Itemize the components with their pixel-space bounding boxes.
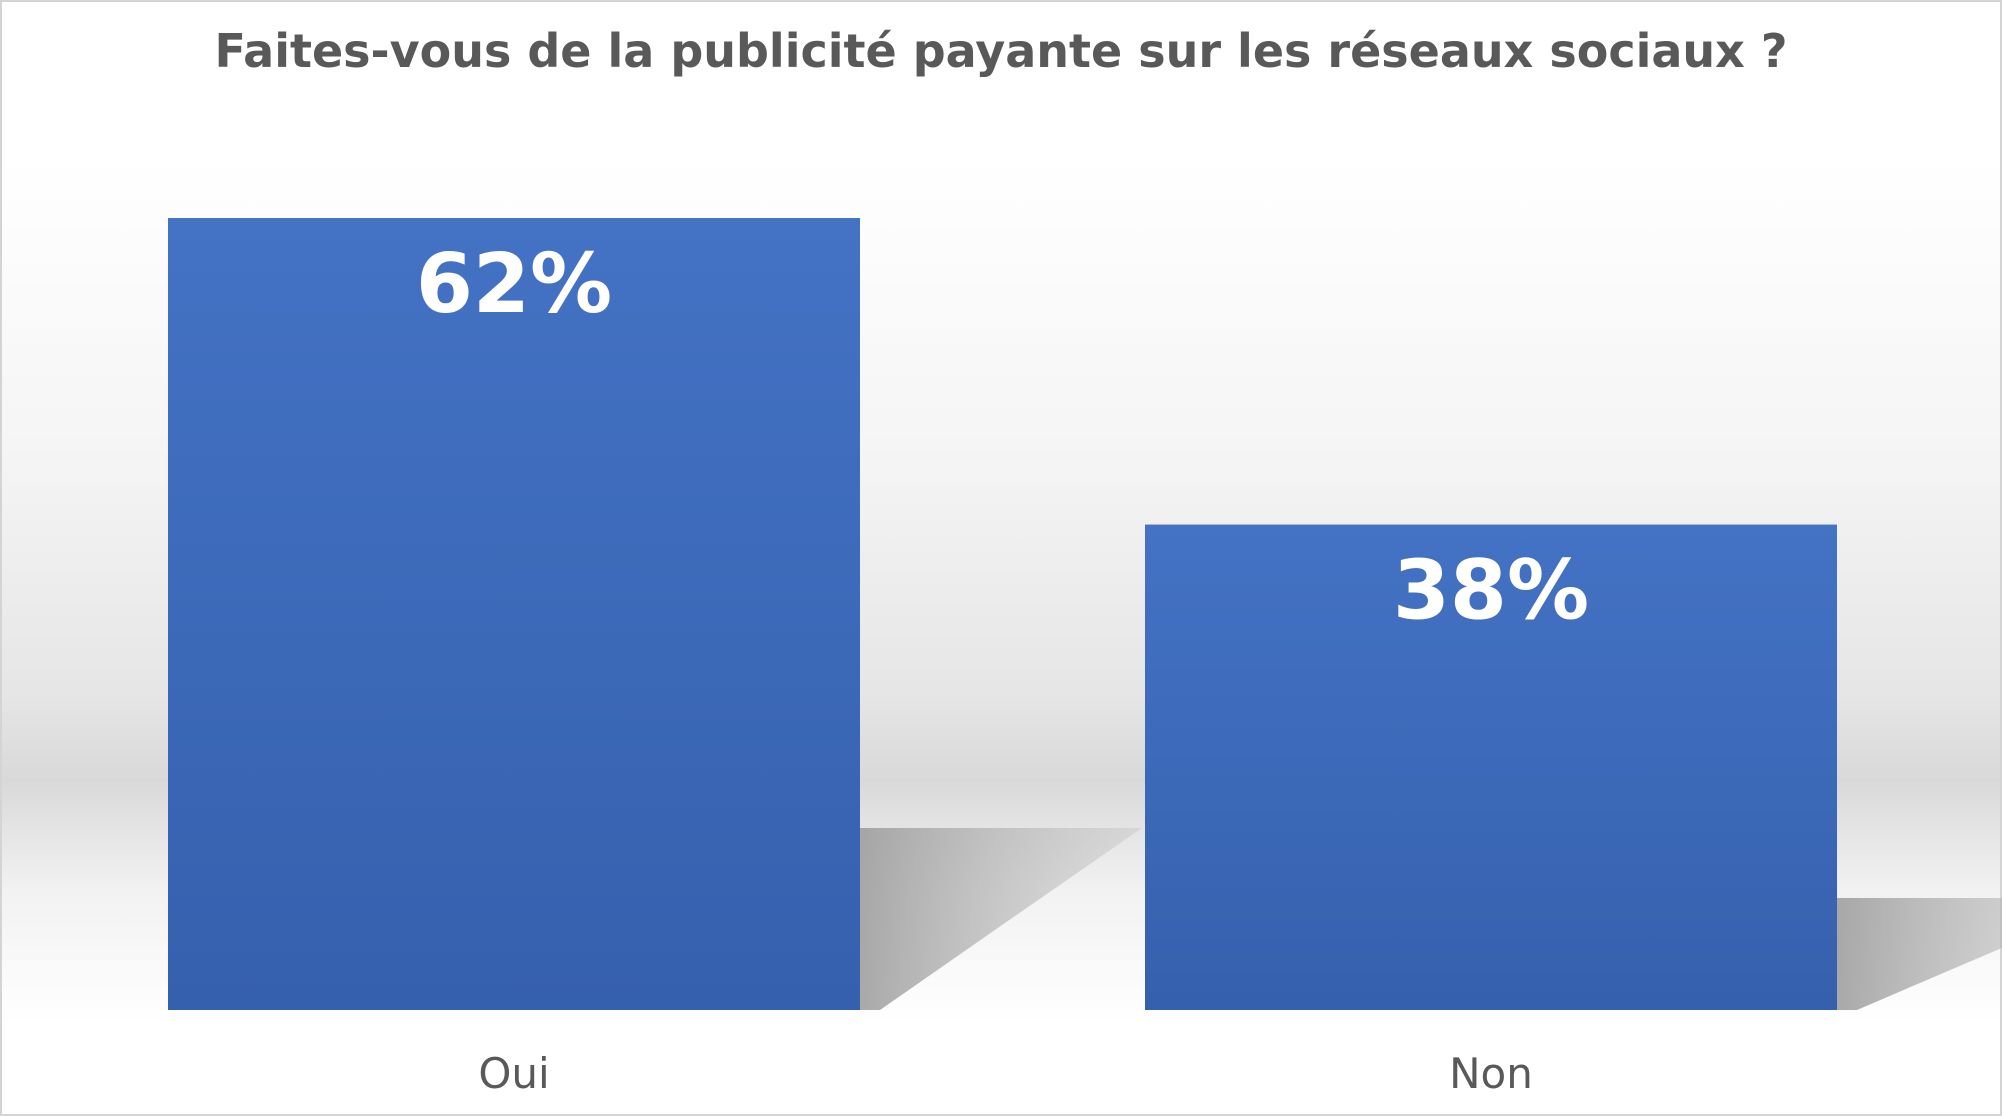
bar-non xyxy=(1145,524,1837,1010)
bar-shadow-non xyxy=(1837,898,2002,1010)
category-label-non: Non xyxy=(1449,1049,1533,1098)
bar-oui xyxy=(168,218,860,1010)
chart-title: Faites-vous de la publicité payante sur … xyxy=(214,24,1788,78)
category-label-oui: Oui xyxy=(478,1049,549,1098)
data-label-non: 38% xyxy=(1393,544,1589,639)
data-label-oui: 62% xyxy=(416,237,612,332)
bar-shadow-oui xyxy=(860,828,1142,1010)
